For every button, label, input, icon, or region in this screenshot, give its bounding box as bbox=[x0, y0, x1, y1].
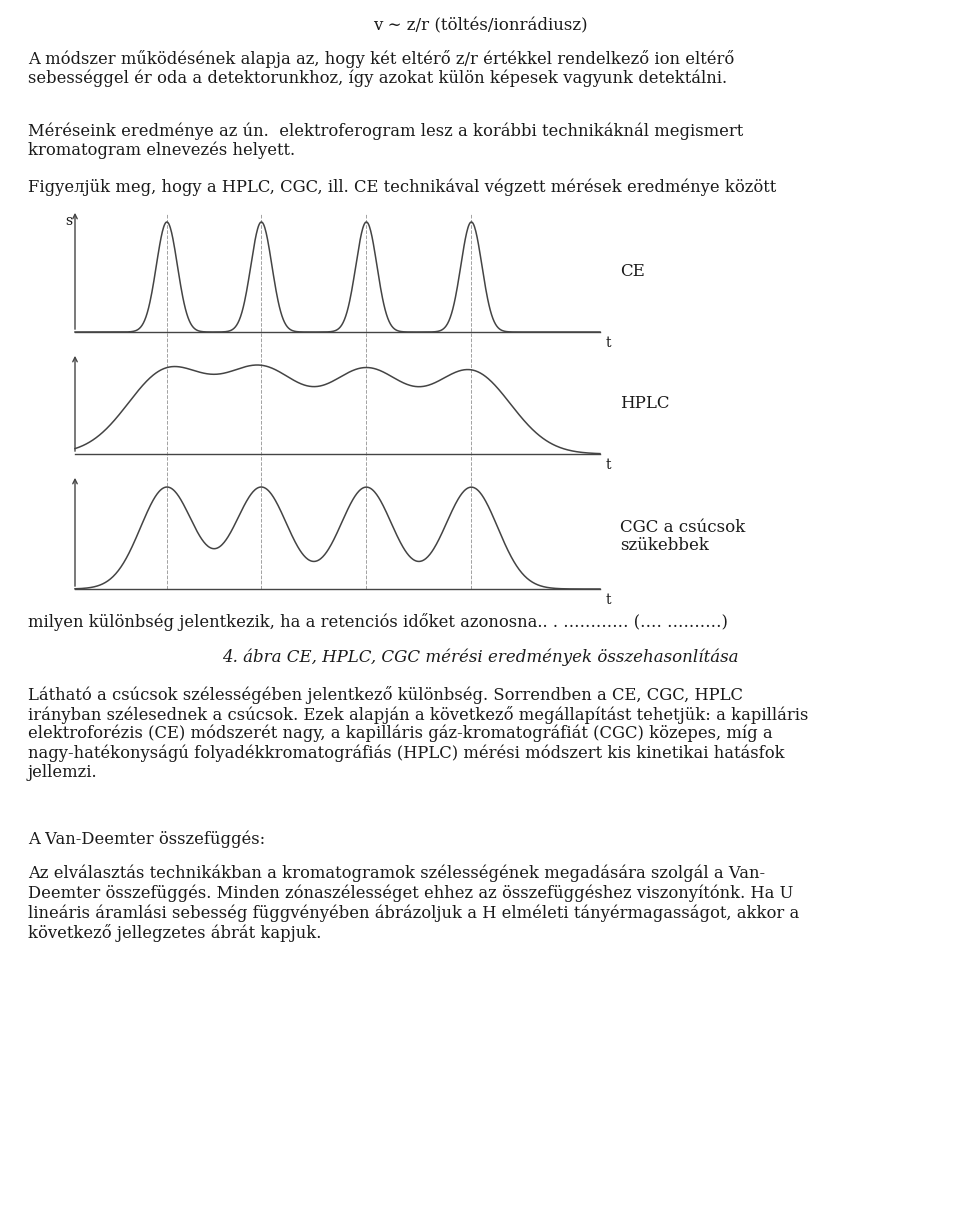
Text: jellemzi.: jellemzi. bbox=[28, 764, 98, 780]
Text: A Van-Deemter összefüggés:: A Van-Deemter összefüggés: bbox=[28, 830, 265, 847]
Text: szükebbek: szükebbek bbox=[620, 536, 708, 553]
Text: t: t bbox=[606, 336, 612, 350]
Text: Figyелjük meg, hogy a HPLC, CGC, ill. CE technikával végzett mérések eredménye k: Figyелjük meg, hogy a HPLC, CGC, ill. CE… bbox=[28, 178, 777, 196]
Text: Deemter összefüggés. Minden zónaszélességet ehhez az összefüggéshez viszonyítónk: Deemter összefüggés. Minden zónaszélessé… bbox=[28, 885, 793, 901]
Text: következő jellegzetes ábrát kapjuk.: következő jellegzetes ábrát kapjuk. bbox=[28, 923, 322, 941]
Text: s: s bbox=[65, 214, 72, 227]
Text: elektroforézis (CE) módszerét nagy, a kapilláris gáz-kromatográfiát (CGC) közepe: elektroforézis (CE) módszerét nagy, a ka… bbox=[28, 725, 773, 743]
Text: kromatogram elnevezés helyett.: kromatogram elnevezés helyett. bbox=[28, 142, 295, 159]
Text: 4. ábra CE, HPLC, CGC mérési eredmények összehasonlítása: 4. ábra CE, HPLC, CGC mérési eredmények … bbox=[222, 649, 738, 666]
Text: CE: CE bbox=[620, 263, 645, 280]
Text: nagy-hatékonyságú folyadékkromatográfiás (HPLC) mérési módszert kis kinetikai ha: nagy-hatékonyságú folyadékkromatográfiás… bbox=[28, 744, 784, 762]
Text: t: t bbox=[606, 459, 612, 472]
Text: HPLC: HPLC bbox=[620, 394, 669, 411]
Text: Az elválasztás technikákban a kromatogramok szélességének megadására szolgál a V: Az elválasztás technikákban a kromatogra… bbox=[28, 865, 765, 882]
Text: Látható a csúcsok szélességében jelentkező különbség. Sorrendben a CE, CGC, HPLC: Látható a csúcsok szélességében jelentke… bbox=[28, 686, 743, 704]
Text: milyen különbség jelentkezik, ha a retenciós időket azonosna.. . ‥‥‥‥‥‥ (‥‥ ‥‥‥‥: milyen különbség jelentkezik, ha a reten… bbox=[28, 613, 728, 630]
Text: sebességgel ér oda a detektorunkhoz, így azokat külön képesek vagyunk detektálni: sebességgel ér oda a detektorunkhoz, így… bbox=[28, 69, 727, 87]
Text: Méréseink eredménye az ún.  elektroferogram lesz a korábbi technikáknál megismer: Méréseink eredménye az ún. elektroferogr… bbox=[28, 122, 743, 139]
Text: v ∼ z/r (töltés/ionrádiusz): v ∼ z/r (töltés/ionrádiusz) bbox=[372, 17, 588, 34]
Text: CGC a csúcsok: CGC a csúcsok bbox=[620, 519, 745, 536]
Text: lineáris áramlási sebesség függvényében ábrázoljuk a H elméleti tányérmagasságot: lineáris áramlási sebesség függvényében … bbox=[28, 904, 800, 922]
Text: t: t bbox=[606, 593, 612, 607]
Text: irányban szélesednek a csúcsok. Ezek alapján a következő megállapítást tehetjük:: irányban szélesednek a csúcsok. Ezek ala… bbox=[28, 705, 808, 724]
Text: A módszer működésének alapja az, hogy két eltérő z/r értékkel rendelkező ion elt: A módszer működésének alapja az, hogy ké… bbox=[28, 50, 734, 68]
